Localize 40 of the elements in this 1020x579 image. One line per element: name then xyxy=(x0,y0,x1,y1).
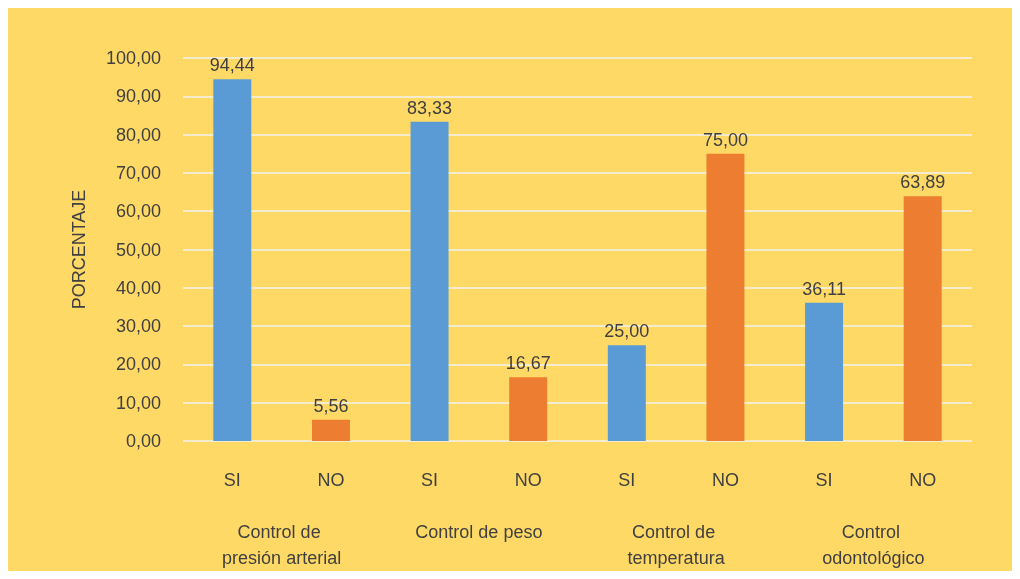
text: Control de temperatura xyxy=(627,522,726,568)
bar xyxy=(706,153,745,441)
x-tick-label: SI xyxy=(223,470,241,490)
text: Control de peso xyxy=(415,522,543,542)
data-label: 25,00 xyxy=(604,321,650,342)
y-tick-label: 100,00 xyxy=(105,48,161,68)
bar xyxy=(311,419,350,441)
text: Control de presión arterial xyxy=(222,522,342,568)
y-tick-label: 0,00 xyxy=(125,431,161,451)
y-tick-label: 90,00 xyxy=(115,86,161,107)
y-tick-label: 50,00 xyxy=(115,239,161,260)
data-label: 75,00 xyxy=(702,129,748,150)
text: Control odontológico xyxy=(822,522,925,568)
y-tick-label: 80,00 xyxy=(115,124,161,145)
bar xyxy=(607,345,646,441)
data-label: 63,89 xyxy=(900,172,946,193)
x-tick-label: SI xyxy=(421,470,439,490)
y-tick-label: 10,00 xyxy=(115,392,161,413)
x-tick-label: NO xyxy=(711,470,739,490)
x-tick-label: SI xyxy=(815,470,833,490)
x-tick-label: NO xyxy=(514,470,542,490)
x-tick-label: SI xyxy=(618,470,636,490)
y-axis-title: PORCENTAJE xyxy=(69,189,89,310)
bar xyxy=(410,121,449,441)
x-tick-label: NO xyxy=(317,470,345,490)
data-label: 36,11 xyxy=(802,278,846,299)
bar xyxy=(805,302,844,441)
data-label: 94,44 xyxy=(209,55,255,76)
y-tick-label: 30,00 xyxy=(115,316,161,337)
y-tick-label: 20,00 xyxy=(115,354,161,375)
bar xyxy=(509,377,548,441)
y-tick-label: 70,00 xyxy=(115,162,161,183)
y-tick-label: 40,00 xyxy=(115,277,161,298)
bar xyxy=(213,79,252,441)
data-label: 5,56 xyxy=(313,395,349,416)
data-label: 16,67 xyxy=(505,353,551,374)
data-label: 83,33 xyxy=(407,97,453,118)
bar xyxy=(903,196,942,441)
x-tick-label: NO xyxy=(909,470,937,490)
y-tick-label: 60,00 xyxy=(115,201,161,222)
